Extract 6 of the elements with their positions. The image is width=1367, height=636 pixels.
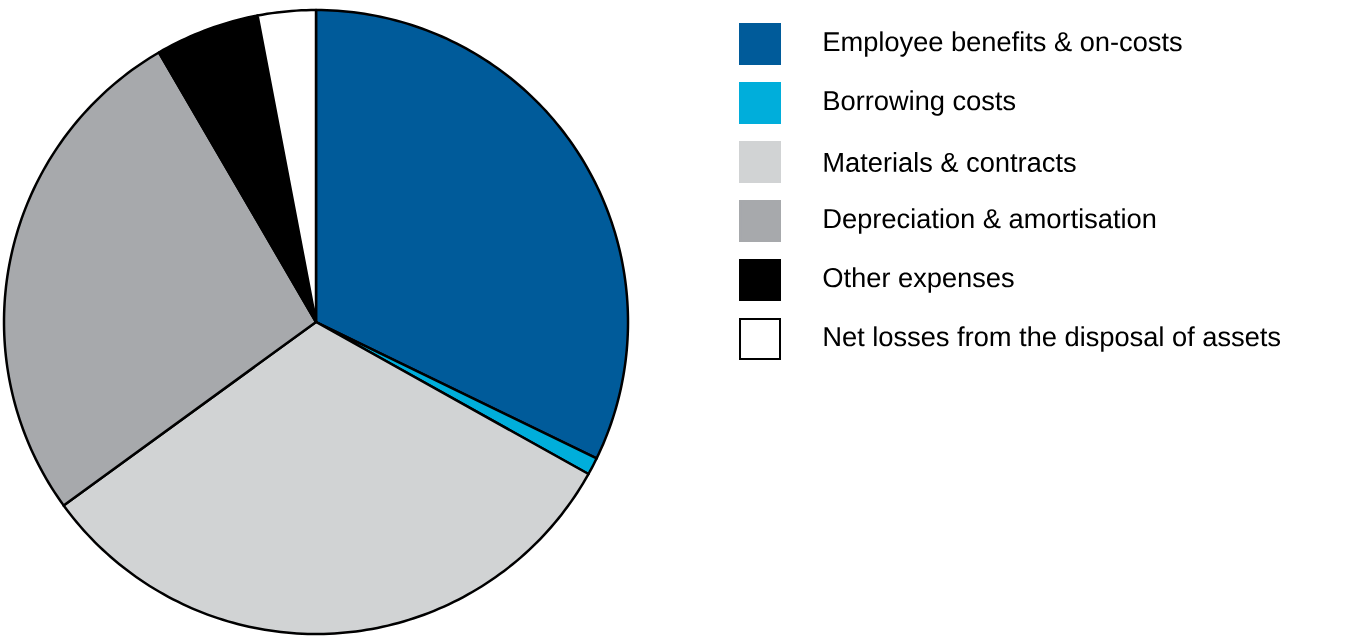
legend-label: Borrowing costs	[824, 90, 1016, 116]
legend-label: Employee benefits & on-costs	[824, 31, 1182, 57]
legend-label: Other expenses	[823, 267, 1014, 293]
legend-label: Materials & contracts	[824, 152, 1076, 173]
legend-label: Net losses from the disposal of assets	[824, 326, 1281, 352]
legend-label: Depreciation & amortisation	[824, 208, 1156, 234]
